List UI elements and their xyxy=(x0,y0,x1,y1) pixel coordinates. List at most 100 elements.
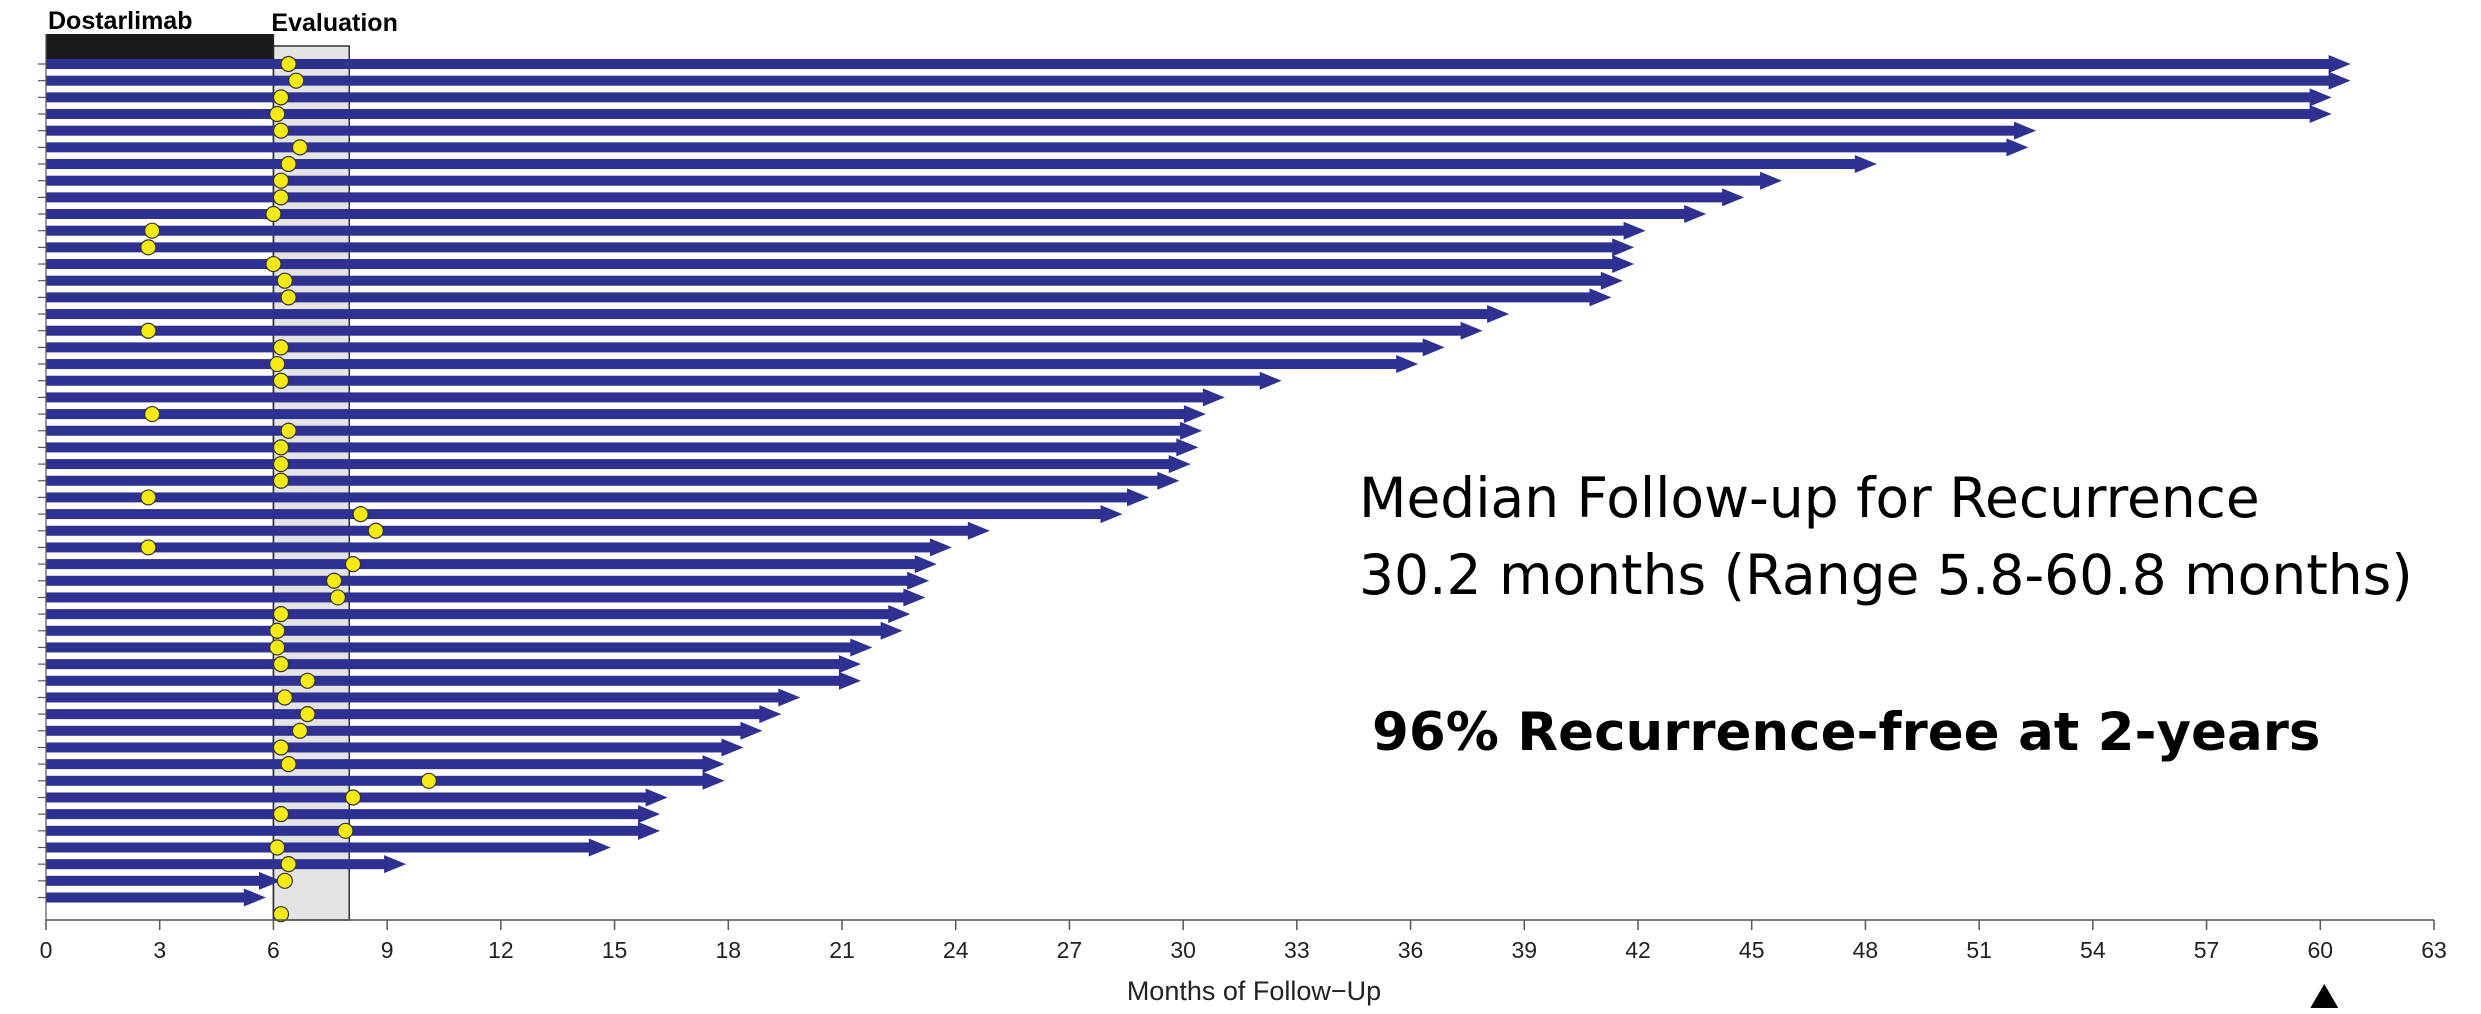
patient-bar-8 xyxy=(46,175,1763,186)
response-marker-1 xyxy=(280,55,297,73)
patient-arrow-20 xyxy=(1259,371,1282,390)
phase-label-dostarlimab: Dostarlimab xyxy=(48,7,192,35)
patient-arrow-41 xyxy=(740,721,763,740)
patient-arrow-22 xyxy=(1183,405,1206,424)
patient-bar-31 xyxy=(46,559,917,570)
response-marker-18 xyxy=(269,355,286,373)
patient-arrow-31 xyxy=(914,555,937,574)
response-marker-48 xyxy=(276,872,293,889)
patient-bar-44 xyxy=(46,775,705,786)
patient-arrow-35 xyxy=(880,621,903,640)
x-tick-label-60: 60 xyxy=(2307,937,2333,963)
patient-arrow-30 xyxy=(929,538,952,557)
response-marker-27 xyxy=(367,522,384,539)
response-marker-25 xyxy=(140,489,157,506)
response-marker-29 xyxy=(344,555,362,573)
patient-arrow-28 xyxy=(1100,505,1123,524)
recurrence-free-rate: 96% Recurrence-free at 2-years xyxy=(1372,702,2320,763)
dostarlimab-treatment-bar xyxy=(46,34,274,60)
response-marker-15 xyxy=(280,289,297,306)
patient-arrow-27 xyxy=(1127,488,1150,507)
response-marker-37 xyxy=(276,689,293,706)
patient-bar-41 xyxy=(46,725,743,736)
response-marker-10 xyxy=(265,205,282,223)
patient-bar-46 xyxy=(46,809,641,820)
response-marker-4 xyxy=(269,105,286,123)
x-tick-label-45: 45 xyxy=(1739,937,1765,963)
patient-bar-1 xyxy=(46,59,2331,69)
patient-bar-28 xyxy=(46,509,1103,520)
patient-arrow-36 xyxy=(850,638,873,657)
patient-arrow-2 xyxy=(2328,71,2351,90)
patient-arrow-42 xyxy=(721,738,744,757)
response-marker-22 xyxy=(272,439,290,456)
response-marker-14 xyxy=(276,272,293,289)
response-marker-24 xyxy=(272,472,290,489)
x-tick-label-6: 6 xyxy=(267,937,280,963)
response-marker-46 xyxy=(269,839,286,856)
response-marker-9 xyxy=(272,189,290,206)
patient-bar-22 xyxy=(46,409,1186,420)
patient-bar-6 xyxy=(46,142,2009,153)
patient-bar-15 xyxy=(46,292,1592,303)
patient-arrow-50 xyxy=(259,871,282,890)
patient-bar-32 xyxy=(46,575,910,586)
response-marker-33 xyxy=(269,622,286,639)
response-marker-40 xyxy=(272,739,290,756)
patient-bar-13 xyxy=(46,259,1615,270)
patient-arrow-6 xyxy=(2006,138,2029,157)
patient-arrow-13 xyxy=(1612,255,1635,274)
patient-bar-35 xyxy=(46,625,883,636)
patient-arrow-38 xyxy=(838,671,861,690)
patient-arrow-34 xyxy=(888,605,911,624)
patient-arrow-17 xyxy=(1460,321,1483,340)
patient-arrow-4 xyxy=(2309,105,2332,124)
response-marker-45 xyxy=(337,822,354,839)
patient-bar-39 xyxy=(46,692,781,703)
patient-bar-19 xyxy=(46,359,1399,370)
patient-arrow-51 xyxy=(243,888,266,907)
patient-arrow-44 xyxy=(702,771,725,790)
patient-arrow-18 xyxy=(1422,338,1445,357)
response-marker-8 xyxy=(272,172,290,189)
patient-arrow-47 xyxy=(638,821,661,840)
patient-arrow-10 xyxy=(1684,205,1707,224)
response-marker-3 xyxy=(272,89,290,106)
patient-bar-18 xyxy=(46,342,1425,353)
response-marker-38 xyxy=(299,706,316,723)
patient-bar-26 xyxy=(46,475,1160,486)
patient-bar-34 xyxy=(46,609,891,620)
response-marker-28 xyxy=(140,539,157,556)
patient-arrow-8 xyxy=(1760,171,1783,190)
response-marker-43 xyxy=(344,789,362,806)
patient-bar-10 xyxy=(46,209,1687,220)
x-tick-label-63: 63 xyxy=(2421,937,2447,963)
response-marker-5 xyxy=(272,122,290,139)
x-tick-label-24: 24 xyxy=(943,937,969,963)
x-tick-label-57: 57 xyxy=(2194,937,2220,963)
x-tick-label-21: 21 xyxy=(829,937,855,963)
patient-arrow-33 xyxy=(903,588,926,607)
patient-arrow-24 xyxy=(1176,438,1199,457)
patient-arrow-15 xyxy=(1589,288,1612,307)
response-marker-42 xyxy=(420,772,437,789)
patient-arrow-3 xyxy=(2309,88,2332,107)
x-tick-label-15: 15 xyxy=(602,937,628,963)
response-marker-21 xyxy=(280,422,297,439)
response-marker-23 xyxy=(272,455,290,473)
patient-bar-25 xyxy=(46,459,1171,470)
patient-bar-49 xyxy=(46,859,387,870)
patient-bar-51 xyxy=(46,892,246,903)
patient-bar-2 xyxy=(46,75,2331,86)
patient-bar-9 xyxy=(46,192,1725,203)
response-marker-41 xyxy=(280,756,297,773)
patient-bar-30 xyxy=(46,542,932,553)
patient-bar-16 xyxy=(46,309,1490,320)
patient-bar-50 xyxy=(46,875,262,886)
patient-bar-20 xyxy=(46,375,1262,386)
response-marker-49 xyxy=(272,906,290,923)
patient-arrow-11 xyxy=(1623,221,1646,240)
response-marker-16 xyxy=(140,322,157,339)
